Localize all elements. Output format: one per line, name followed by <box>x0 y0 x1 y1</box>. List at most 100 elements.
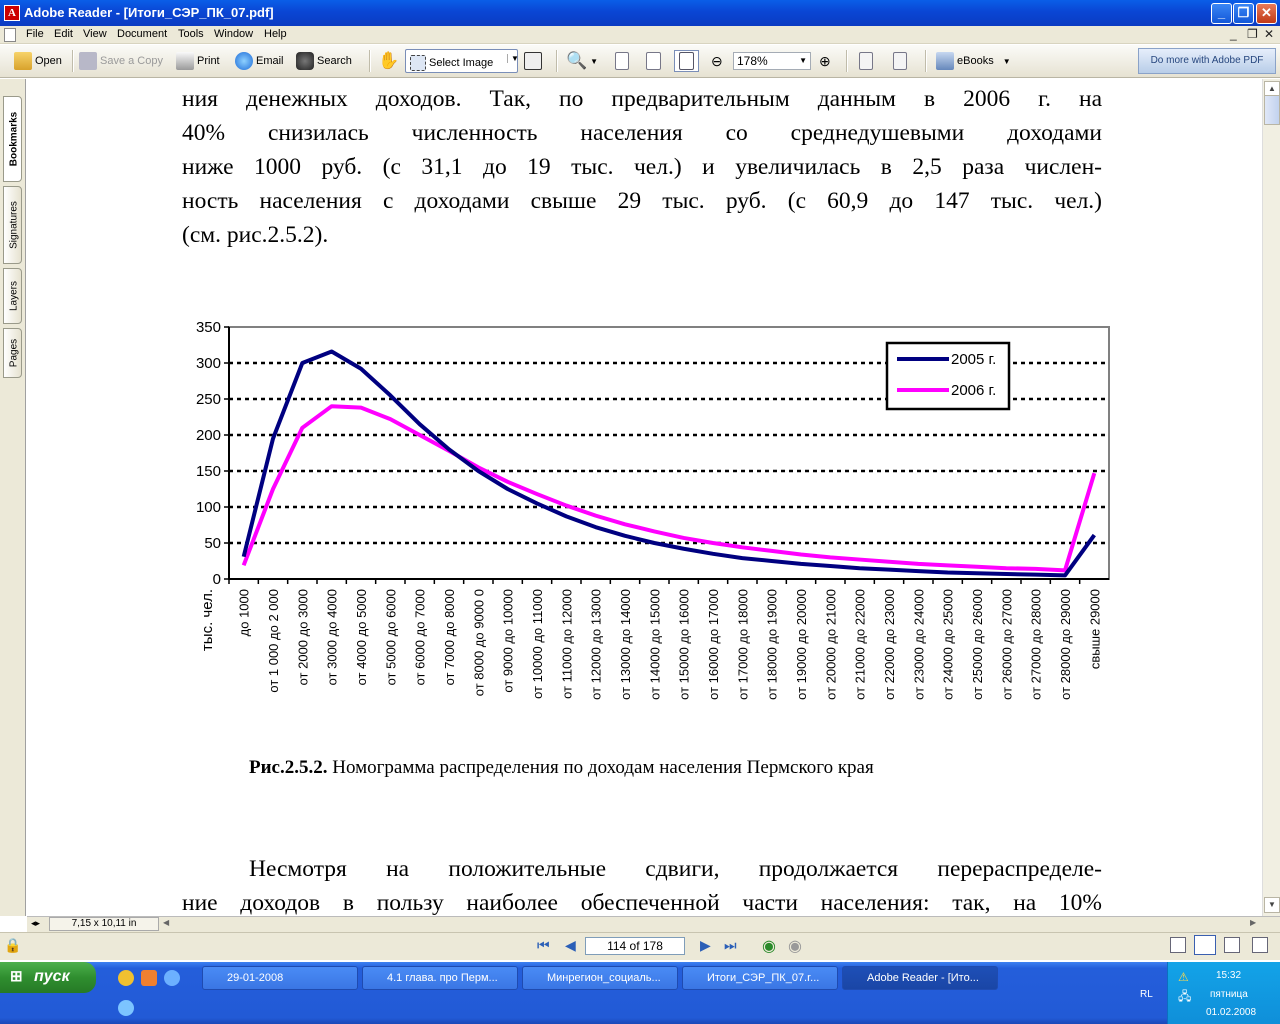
last-page-button[interactable]: ⏭ <box>724 937 737 953</box>
rotate-counterclockwise-button[interactable] <box>859 50 873 72</box>
legend-box <box>885 341 1011 411</box>
zoom-out-button[interactable]: ⊖ <box>711 50 723 72</box>
zoom-in-tool-button[interactable]: 🔍 ▼ <box>566 50 598 72</box>
tab-layers[interactable]: Layers <box>3 268 22 324</box>
tab-pages[interactable]: Pages <box>3 328 22 378</box>
taskbar-item[interactable]: Adobe Reader - [Ито... <box>842 966 998 990</box>
scroll-left-button[interactable]: ◀ <box>163 918 170 927</box>
doc-close-button[interactable]: ✕ <box>1264 27 1275 41</box>
fit-page-button[interactable] <box>646 50 661 72</box>
chevron-down-icon[interactable]: ▼ <box>507 54 519 63</box>
close-button[interactable]: ✕ <box>1256 3 1277 24</box>
start-button[interactable]: ⊞ пуск <box>0 962 96 993</box>
doc-minimize-button[interactable]: _ <box>1230 27 1237 41</box>
windows-logo-icon: ⊞ <box>10 968 23 985</box>
paragraph-line: ниже 1000 руб. (с 31,1 до 19 тыс. чел.) … <box>182 154 1102 180</box>
doc-restore-button[interactable]: ❐ <box>1247 27 1258 41</box>
email-button[interactable]: Email <box>235 50 284 72</box>
actual-size-button[interactable] <box>615 50 629 72</box>
vertical-scrollbar[interactable]: ▲ ▼ <box>1262 79 1280 916</box>
scroll-thumb[interactable] <box>1264 95 1280 125</box>
paragraph-line: ность населения с доходами свыше 29 тыс.… <box>182 188 1102 214</box>
continuous-facing-button[interactable] <box>1252 937 1268 953</box>
menu-edit[interactable]: Edit <box>54 28 73 40</box>
clock-day: пятница <box>1210 989 1248 1000</box>
taskbar-item[interactable]: Минрегион_социаль... <box>522 966 678 990</box>
navigation-pane: Bookmarks Signatures Layers Pages <box>0 79 26 916</box>
x-tick-label: от 7000 до 8000 <box>442 589 457 685</box>
legend-label: 2006 г. <box>951 382 996 399</box>
ebooks-button[interactable]: eBooks ▼ <box>936 50 1011 72</box>
clock-time[interactable]: 15:32 <box>1216 970 1242 981</box>
do-more-adobe-pdf-button[interactable]: Do more with Adobe PDF <box>1138 48 1276 74</box>
series-line <box>241 404 1097 573</box>
save-icon <box>79 52 97 70</box>
network-icon[interactable]: 🖧 <box>1178 989 1192 1003</box>
previous-page-button[interactable]: ◀ <box>565 937 576 953</box>
single-page-button[interactable] <box>1170 937 1186 953</box>
chevron-down-icon: ▼ <box>590 56 599 66</box>
figure-caption: Рис.2.5.2. Номограмма распределения по д… <box>249 757 874 779</box>
scroll-down-button[interactable]: ▼ <box>1264 897 1280 913</box>
quicklaunch-icon[interactable] <box>164 970 180 986</box>
continuous-page-button[interactable] <box>1194 935 1216 955</box>
internet-explorer-icon[interactable] <box>118 1000 134 1016</box>
taskbar-item[interactable]: Итоги_СЭР_ПК_07.r... <box>682 966 838 990</box>
language-indicator[interactable]: RL <box>1140 989 1153 1000</box>
menu-document[interactable]: Document <box>117 28 168 40</box>
facing-page-button[interactable] <box>1224 937 1240 953</box>
x-tick-label: до 1000 <box>237 589 252 636</box>
next-page-button[interactable]: ▶ <box>700 937 711 953</box>
menu-window[interactable]: Window <box>214 28 254 40</box>
menu-help[interactable]: Help <box>264 28 287 40</box>
menu-file[interactable]: File <box>26 28 44 40</box>
open-button[interactable]: Open <box>14 50 62 72</box>
zoom-input[interactable]: 178% ▼ <box>733 52 811 70</box>
quicklaunch-icon[interactable] <box>118 970 134 986</box>
email-globe-icon <box>235 52 253 70</box>
first-page-button[interactable]: ⏮ <box>537 937 550 953</box>
scroll-right-button[interactable]: ▶ <box>1250 918 1257 927</box>
minimize-button[interactable]: _ <box>1211 3 1232 24</box>
pane-splitter-icon[interactable]: ◂▸ <box>31 918 41 928</box>
page-size-readout: 7,15 x 10,11 in <box>49 917 159 931</box>
window-title: Adobe Reader - [Итоги_СЭР_ПК_07.pdf] <box>24 5 274 20</box>
go-forward-button[interactable]: ◉ <box>788 938 802 955</box>
x-tick-label: от 9000 до 10000 <box>501 589 516 693</box>
binoculars-icon <box>296 52 314 70</box>
save-copy-button[interactable]: Save a Copy <box>79 50 163 72</box>
search-button[interactable]: Search <box>296 50 352 72</box>
menu-tools[interactable]: Tools <box>178 28 204 40</box>
snapshot-button[interactable] <box>524 50 542 72</box>
warning-icon[interactable]: ⚠ <box>1178 970 1189 984</box>
hand-tool-button[interactable]: ✋ <box>378 50 399 72</box>
x-tick-label: от 11000 до 12000 <box>559 589 574 699</box>
zoom-in-button[interactable]: ⊕ <box>819 50 831 72</box>
tab-bookmarks[interactable]: Bookmarks <box>3 96 22 182</box>
print-button[interactable]: Print <box>176 50 220 72</box>
taskbar-item[interactable]: 4.1 глава. про Перм... <box>362 966 518 990</box>
security-warning-icon[interactable]: 🔒 <box>4 937 22 953</box>
system-tray: ⚠ 🖧 15:32 пятница 01.02.2008 <box>1167 962 1280 1024</box>
horizontal-scrollbar: ◂▸ 7,15 x 10,11 in ◀ ▶ <box>27 916 1280 932</box>
tab-signatures[interactable]: Signatures <box>3 186 22 264</box>
document-view[interactable]: ния денежных доходов. Так, по предварите… <box>27 79 1262 916</box>
x-tick-label: от 24000 до 25000 <box>941 589 956 700</box>
y-tick-label: 50 <box>204 535 221 552</box>
plus-circle-icon: ⊕ <box>819 52 831 69</box>
select-image-tool[interactable]: Select Image ▼ <box>405 49 519 73</box>
go-back-button[interactable]: ◉ <box>762 938 776 955</box>
taskbar-item[interactable]: 29-01-2008 <box>202 966 358 990</box>
legend-label: 2005 г. <box>951 351 996 368</box>
restore-button[interactable]: ❐ <box>1233 3 1254 24</box>
fit-width-button[interactable] <box>674 50 699 72</box>
menu-bar: File Edit View Document Tools Window Hel… <box>0 26 1280 44</box>
paragraph-line: (см. рис.2.5.2). <box>182 222 329 248</box>
x-tick-label: свыше 29000 <box>1087 589 1102 669</box>
rotate-clockwise-button[interactable] <box>893 50 907 72</box>
page-number-input[interactable]: 114 of 178 <box>585 937 685 955</box>
caption-text: Номограмма распределения по доходам насе… <box>327 757 874 778</box>
menu-view[interactable]: View <box>83 28 107 40</box>
chevron-down-icon: ▼ <box>1002 56 1011 66</box>
quicklaunch-icon[interactable] <box>141 970 157 986</box>
